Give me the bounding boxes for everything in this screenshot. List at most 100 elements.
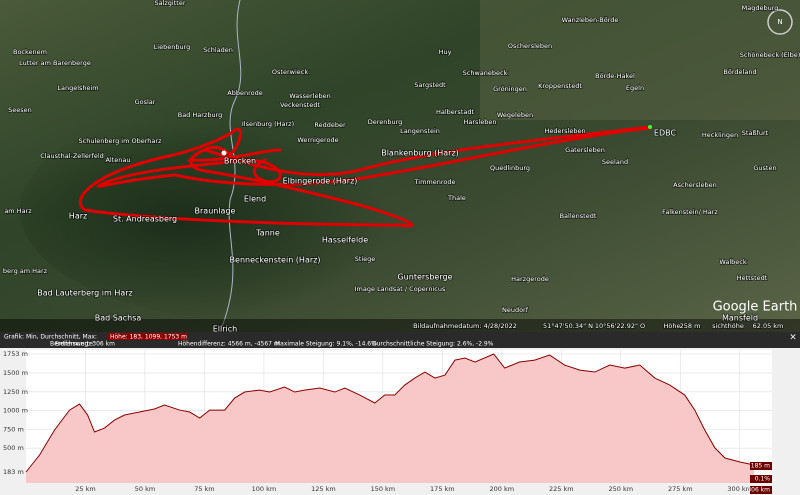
place-label: Staßfurt: [742, 129, 769, 137]
end-label: 306 km: [747, 487, 770, 494]
forest: [20, 100, 480, 320]
x-tick-label: 225 km: [549, 485, 574, 493]
x-tick-label: 50 km: [135, 485, 155, 493]
credit: Image Landsat / Copernicus: [355, 285, 446, 293]
status-text: 62.05 km: [753, 322, 784, 330]
place-label: Bad Harzburg: [178, 111, 223, 119]
place-label: Reddeber: [314, 121, 346, 129]
y-tick-label: 1500 m: [3, 369, 28, 377]
place-label: Hedersleben: [544, 127, 585, 135]
place-label: Ellrich: [213, 325, 237, 334]
x-tick-label: 150 km: [371, 485, 396, 493]
map[interactable]: N Google Earth Image Landsat / Copernicu…: [0, 0, 800, 334]
place-label: Sargstedt: [414, 81, 446, 89]
info-text: Entfernung: 306 km: [55, 341, 115, 348]
place-label: Schladen: [203, 46, 233, 54]
status-text: sichthöhe: [712, 322, 744, 330]
info-text: Bereichswerte:: [50, 341, 95, 348]
place-label: Seeland: [602, 158, 628, 166]
place-label: Harz: [69, 212, 87, 221]
place-label: Kroppenstedt: [538, 82, 582, 90]
place-label: Mansfeld: [722, 314, 758, 323]
status-text: Höhe: [664, 322, 681, 330]
place-label: Halberstadt: [436, 108, 475, 116]
place-label: Walbeck: [719, 258, 746, 266]
place-label: Blankenburg (Harz): [381, 149, 459, 158]
place-label: Stiege: [355, 255, 376, 263]
place-label: Neudorf: [502, 306, 529, 314]
place-label: EDBC: [654, 129, 677, 138]
place-label: Tanne: [255, 229, 280, 238]
place-label: Schulenberg im Oberharz: [79, 137, 163, 145]
place-label: Goslar: [135, 98, 156, 106]
place-label: Gusten: [753, 164, 776, 172]
place-label: berg am Harz: [3, 267, 48, 275]
y-tick-label: 183 m: [3, 468, 24, 476]
place-label: am Harz: [4, 207, 32, 215]
place-label: Harsleben: [464, 118, 497, 126]
x-tick-label: 25 km: [75, 485, 95, 493]
brocken-marker: [221, 150, 227, 156]
x-tick-label: 100 km: [252, 485, 277, 493]
place-label: Hettstedt: [737, 274, 768, 282]
place-label: Bockenem: [13, 48, 47, 56]
end-label-bg: [750, 486, 772, 494]
place-label: Huy: [439, 48, 452, 56]
place-label: Liebenburg: [154, 43, 191, 51]
compass[interactable]: N: [767, 9, 793, 35]
place-label: Börde-Hakel: [595, 72, 635, 80]
place-label: Veckenstedt: [280, 101, 320, 109]
place-label: Egeln: [626, 84, 644, 92]
farmland: [480, 0, 800, 120]
place-label: Wanzleben-Börde: [562, 16, 619, 24]
info-text: Grafik: Min, Durchschnitt, Max:: [4, 334, 97, 341]
info-text: Höhendifferenz: 4566 m, -4567 m: [178, 341, 280, 348]
status-bar: [0, 319, 800, 332]
place-label: Derenburg: [368, 118, 403, 126]
place-label: Bördeland: [723, 68, 756, 76]
place-label: Osterwieck: [272, 68, 308, 76]
close-button[interactable]: ×: [789, 333, 797, 343]
place-label: Bad Sachsa: [95, 314, 142, 323]
place-label: Timmenrode: [414, 178, 456, 186]
x-tick-label: 200 km: [490, 485, 515, 493]
end-label-bg: [750, 462, 772, 470]
info-bar: [0, 332, 800, 348]
place-label: Hasselfelde: [322, 236, 368, 245]
end-label: 185 m: [751, 463, 770, 470]
place-label: Altenau: [105, 156, 130, 164]
place-label: Oschersleben: [508, 42, 552, 50]
place-label: Clausthal-Zellerfeld: [40, 152, 104, 160]
info: Grafik: Min, Durchschnitt, Max: Höhe: 183…: [4, 333, 494, 348]
x-tick-label: 175 km: [430, 485, 455, 493]
place-label: Gröningen: [493, 85, 527, 93]
place-label: Wegeleben: [497, 111, 533, 119]
place-label: Aschersleben: [673, 181, 717, 189]
place-label: Ilsenburg (Harz): [242, 120, 294, 128]
place-label: Wasserleben: [289, 92, 331, 100]
info-text: Maximale Steigung: 9.1%, -14.6%: [275, 341, 377, 348]
svg-text:N: N: [777, 18, 782, 26]
place-label: Langelsheim: [57, 84, 98, 92]
end-label-bg: [750, 475, 772, 483]
y-tick-label: 750 m: [3, 425, 24, 433]
place-label: Elend: [244, 195, 266, 204]
place-label: Brocken: [224, 157, 256, 166]
place-label: Bad Lauterberg im Harz: [37, 289, 133, 298]
x-tick-label: 275 km: [668, 485, 693, 493]
place-label: Schwanebeck: [463, 69, 508, 77]
status-text: 51°47'50.34" N: [543, 322, 593, 330]
place-label: Gatersleben: [565, 146, 605, 154]
place-label: Hecklingen: [702, 131, 738, 139]
end-label: 0.1%: [755, 476, 771, 483]
place-label: Salzgitter: [154, 0, 185, 7]
status: Bildaufnahmedatum: 4/28/2022 51°47'50.34"…: [412, 321, 784, 330]
x-tick-label: 250 km: [608, 485, 633, 493]
place-label: Ballenstedt: [560, 212, 597, 220]
place-label: Seesen: [8, 106, 32, 114]
place-label: St. Andreasberg: [113, 215, 177, 224]
status-text: 258 m: [680, 322, 701, 330]
flight-track: [78, 125, 652, 228]
place-label: Harzgerode: [511, 275, 549, 283]
x-tick-label: 125 km: [311, 485, 336, 493]
